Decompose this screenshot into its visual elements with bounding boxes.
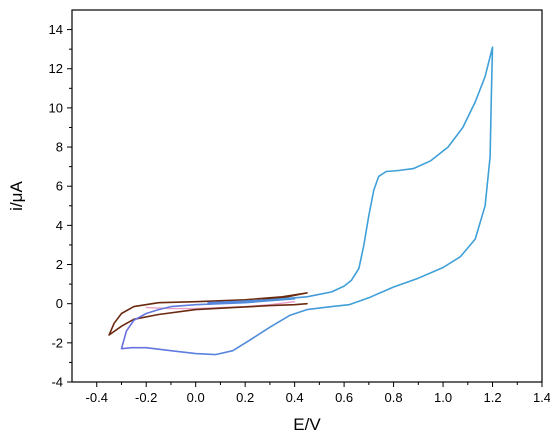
x-axis-title: E/V (293, 415, 321, 434)
y-tick-label: -4 (51, 375, 63, 390)
y-axis-title: i/μA (7, 181, 26, 211)
y-tick-label: -2 (51, 335, 63, 350)
x-tick-label: -0.4 (86, 390, 108, 405)
y-axis: -4 -2 0 2 4 6 8 10 12 14 (49, 22, 72, 390)
y-tick-label: 10 (49, 100, 63, 115)
y-tick-label: 2 (56, 257, 63, 272)
x-axis: -0.4 -0.2 0.0 0.2 0.4 0.6 0.8 1.0 1.2 1.4 (86, 382, 550, 405)
x-tick-label: -0.2 (135, 390, 157, 405)
plot-border (71, 9, 543, 383)
y-tick-label: 0 (56, 296, 63, 311)
y-tick-label: 6 (56, 179, 63, 194)
x-tick-label: 1.4 (533, 390, 550, 405)
x-tick-label: 1.0 (434, 390, 452, 405)
x-tick-label: 0.2 (236, 390, 254, 405)
x-tick-label: 0.4 (286, 390, 304, 405)
y-tick-label: 4 (56, 218, 63, 233)
y-tick-label: 14 (49, 22, 63, 37)
series-line-1 (120, 46, 494, 356)
x-tick-label: 1.2 (483, 390, 501, 405)
x-tick-label: 0.0 (187, 390, 205, 405)
plot-area (71, 9, 543, 383)
y-tick-label: 12 (49, 61, 63, 76)
x-tick-label: 0.8 (385, 390, 403, 405)
series-layer (108, 46, 494, 356)
y-tick-label: 8 (56, 140, 63, 155)
x-tick-label: 0.6 (335, 390, 353, 405)
series-line-2 (108, 292, 308, 336)
